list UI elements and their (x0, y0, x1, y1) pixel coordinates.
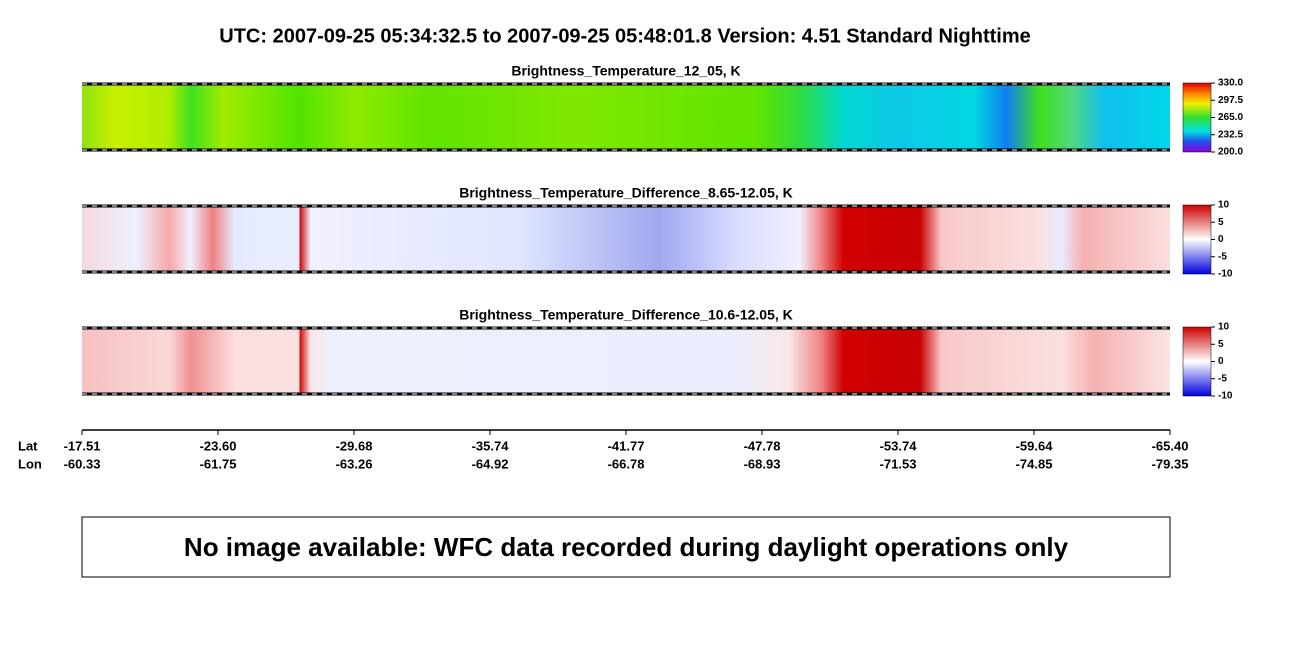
lon-tick-label: -66.78 (608, 456, 645, 471)
lon-tick-label: -68.93 (744, 456, 781, 471)
colorbar-label: 10 (1218, 200, 1230, 211)
colorbar-label: 0 (1218, 356, 1224, 367)
lat-tick-label: -47.78 (744, 438, 781, 453)
colorbar-label: 265.0 (1218, 112, 1243, 123)
lat-tick-label: -59.64 (1016, 438, 1054, 453)
colorbar-label: 0 (1218, 234, 1224, 245)
lat-label: Lat (18, 438, 38, 453)
lon-tick-label: -79.35 (1152, 456, 1189, 471)
notice-box (81, 516, 1171, 578)
colorbar (1182, 82, 1212, 153)
panel-title: Brightness_Temperature_Difference_10.6-1… (459, 307, 793, 323)
colorbar-label: 5 (1218, 339, 1224, 350)
colorbar-label: -10 (1218, 269, 1233, 280)
colorbar-label: 330.0 (1218, 78, 1243, 89)
lon-tick-label: -60.33 (64, 456, 101, 471)
lat-tick-label: -23.60 (200, 438, 237, 453)
lat-tick-label: -29.68 (336, 438, 373, 453)
image-strip (82, 328, 1170, 394)
lon-tick-label: -63.26 (336, 456, 373, 471)
colorbar (1182, 204, 1212, 275)
lon-tick-label: -64.92 (472, 456, 509, 471)
lon-label: Lon (18, 456, 42, 471)
colorbar-label: 232.5 (1218, 129, 1243, 140)
lon-tick-label: -71.53 (880, 456, 917, 471)
lat-tick-label: -65.40 (1152, 438, 1189, 453)
lat-tick-label: -53.74 (880, 438, 918, 453)
lon-tick-label: -61.75 (200, 456, 237, 471)
colorbar (1182, 326, 1212, 397)
panel-title: Brightness_Temperature_Difference_8.65-1… (459, 185, 793, 201)
lat-tick-label: -35.74 (472, 438, 510, 453)
colorbar-label: -5 (1218, 251, 1227, 262)
colorbar-label: 200.0 (1218, 147, 1243, 158)
colorbar-label: 297.5 (1218, 95, 1243, 106)
colorbar-label: -5 (1218, 373, 1227, 384)
colorbar-label: -10 (1218, 391, 1233, 402)
image-strip (82, 84, 1170, 150)
image-strip (82, 206, 1170, 272)
page-title: UTC: 2007-09-25 05:34:32.5 to 2007-09-25… (219, 25, 1030, 47)
lon-tick-label: -74.85 (1016, 456, 1053, 471)
colorbar-label: 5 (1218, 217, 1224, 228)
lat-tick-label: -41.77 (608, 438, 645, 453)
panel-title: Brightness_Temperature_12_05, K (511, 63, 740, 79)
notice-text: No image available: WFC data recorded du… (184, 532, 1069, 562)
colorbar-label: 10 (1218, 322, 1230, 333)
lat-tick-label: -17.51 (64, 438, 101, 453)
